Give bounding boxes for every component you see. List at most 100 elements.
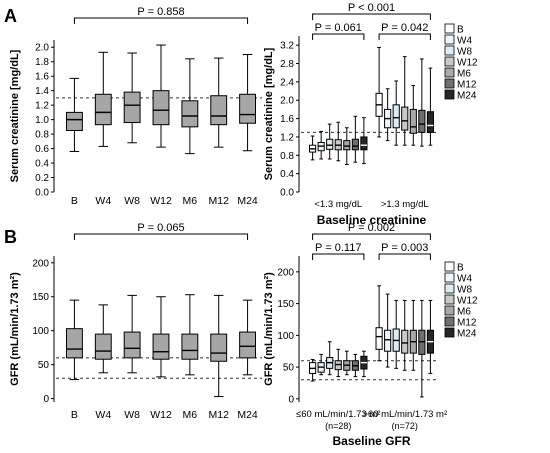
box-b: [375, 46, 383, 138]
box-w8: [326, 341, 334, 376]
legend-swatch-w8: [444, 45, 455, 56]
p-value-label: P = 0.002: [348, 222, 395, 234]
legend-swatch-b: [444, 261, 455, 272]
box-w4: [384, 88, 392, 142]
box-w4: [317, 353, 325, 376]
legend-label: M12: [457, 80, 477, 91]
x-tick-label: M24: [237, 195, 258, 207]
x-tick-label: W8: [124, 409, 140, 421]
box-iqr: [181, 100, 199, 128]
box-m12: [418, 58, 426, 147]
box-m6: [409, 85, 417, 146]
p-value-label: P < 0.001: [348, 2, 395, 14]
group-label: >1.3 mg/dL: [381, 199, 429, 210]
significance-bracket: [73, 233, 249, 240]
x-tick-label: W12: [150, 195, 172, 207]
y-tick-label: 50: [283, 363, 295, 374]
legend-swatch-w8: [444, 283, 455, 294]
box-iqr: [239, 331, 257, 359]
x-tick-label: W4: [95, 409, 111, 421]
group-sublabel: (n=72): [392, 421, 418, 431]
box-m6: [409, 299, 417, 371]
x-tick-label: B: [71, 195, 78, 207]
box-m6: [181, 58, 199, 155]
box-iqr: [123, 331, 141, 359]
significance-bracket: [378, 253, 431, 260]
box-iqr: [94, 333, 112, 360]
y-tick-label: 0.0: [280, 188, 294, 199]
legend-label: B: [457, 263, 464, 274]
chart-a-right: 0.0 0.4 0.8 1.2 1.6 2.0 2.4 2.8 3.2 Serum creatin…: [263, 2, 478, 227]
legend-swatch-m24: [444, 327, 455, 338]
significance-bracket: [312, 33, 365, 40]
panel-label-a: A: [4, 6, 17, 26]
y-tick-label: 0.4: [35, 159, 49, 170]
y-tick-label: 0.0: [35, 188, 49, 199]
box-m24: [360, 350, 368, 378]
box-iqr: [360, 136, 368, 151]
x-tick-label: M6: [183, 195, 198, 207]
legend-swatch-m12: [444, 78, 455, 89]
box-iqr: [239, 93, 257, 124]
significance-bracket: [312, 233, 431, 240]
box-iqr: [152, 333, 170, 360]
box-w4: [384, 293, 392, 368]
y-tick-label: 0.2: [35, 173, 49, 184]
y-tick-label: 1.8: [35, 57, 49, 68]
box-iqr: [123, 91, 141, 124]
box-iqr: [181, 333, 199, 360]
y-tick-label: 0: [43, 394, 49, 405]
y-tick-label: 150: [32, 292, 49, 303]
significance-bracket: [378, 33, 431, 40]
x-tick-label: B: [71, 409, 78, 421]
box-m24: [239, 299, 257, 376]
box-b: [309, 135, 317, 161]
x-tick-label: M12: [208, 409, 229, 421]
legend-swatch-m24: [444, 89, 455, 100]
legend-label: M6: [457, 307, 471, 318]
box-w8: [123, 294, 141, 374]
box-iqr: [65, 111, 83, 131]
box-iqr: [384, 329, 392, 352]
y-tick-label: 1.6: [280, 114, 294, 125]
box-m12: [210, 294, 228, 398]
box-iqr: [210, 333, 228, 362]
box-iqr: [65, 328, 83, 359]
legend-label: W4: [457, 274, 472, 285]
box-w4: [94, 51, 112, 147]
chart-b-left: 0 50 100 150 200 GFR (mL/min/1.73 m²) B W4 W8 W12…: [9, 222, 262, 421]
legend-label: W8: [457, 285, 472, 296]
y-tick-label: 100: [32, 326, 49, 337]
x-tick-label: W8: [124, 195, 140, 207]
box-w12: [152, 296, 170, 378]
box-b: [309, 358, 317, 382]
legend-swatch-w4: [444, 34, 455, 45]
box-m24: [426, 67, 434, 146]
legend-label: W12: [457, 296, 478, 307]
y-tick-label: 3.2: [280, 41, 294, 52]
box-iqr: [409, 108, 417, 134]
box-iqr: [401, 106, 409, 131]
group-label: >60 mL/min/1.73 m²: [362, 409, 447, 420]
legend-swatch-m12: [444, 316, 455, 327]
y-tick-label: 1.2: [35, 101, 49, 112]
box-w8: [392, 299, 400, 369]
significance-bracket: [312, 13, 431, 20]
x-tick-label: W12: [150, 409, 172, 421]
box-iqr: [375, 327, 383, 350]
legend-swatch-w4: [444, 272, 455, 283]
y-tick-label: 100: [277, 331, 294, 342]
box-w12: [152, 44, 170, 148]
legend-swatch-m6: [444, 305, 455, 316]
y-tick-label: 200: [32, 258, 49, 269]
p-value-label: P = 0.042: [381, 22, 428, 34]
legend-label: W12: [457, 58, 478, 69]
y-tick-label: 0: [288, 394, 294, 405]
box-iqr: [210, 95, 228, 126]
y-tick-label: 0.4: [280, 169, 294, 180]
x-tick-label: M6: [183, 409, 198, 421]
y-tick-label: 2.8: [280, 59, 294, 70]
y-tick-label: 50: [38, 360, 50, 371]
x-tick-label: M12: [208, 195, 229, 207]
